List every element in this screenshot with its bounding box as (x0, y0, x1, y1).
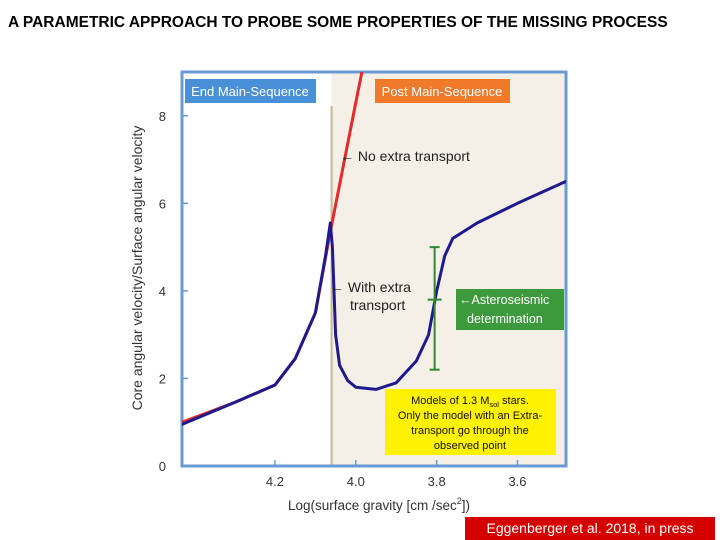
axis-ticks: 4.2 4.0 3.8 3.6 0 2 4 6 8 (159, 109, 527, 489)
x-tick-label: 4.0 (347, 474, 365, 489)
post-ms-label: Post Main-Sequence (382, 84, 503, 99)
with-extra-label-line1: ← With extra (330, 279, 411, 295)
y-tick-label: 4 (159, 284, 166, 299)
models-note-line1-text: Models of 1.3 M (411, 395, 489, 407)
models-note-line2: Only the model with an Extra- (398, 410, 543, 422)
x-tick-label: 4.2 (266, 474, 284, 489)
models-note-line4: observed point (434, 440, 506, 452)
post-ms-label-bg (375, 79, 510, 103)
y-tick-label: 0 (159, 459, 166, 474)
y-axis-title: Core angular velocity/Surface angular ve… (129, 126, 145, 411)
plot-frame (180, 70, 568, 468)
models-note-line1-sub: sol (489, 400, 499, 409)
asteroseismic-label-line2: determination (467, 312, 543, 326)
asteroseismic-label-line1: ←Asteroseismic (459, 293, 549, 307)
end-ms-label: End Main-Sequence (191, 84, 309, 99)
x-axis-title: Log(surface gravity [cm /sec2]) (288, 496, 470, 513)
x-axis-title-end: ]) (462, 498, 470, 513)
observed-point-group (427, 246, 442, 371)
citation-credit: Eggenberger et al. 2018, in press (465, 517, 715, 540)
x-axis-title-main: Log(surface gravity [cm /sec (288, 498, 457, 513)
no-extra-transport-label: ← No extra transport (340, 148, 470, 164)
with-extra-label-line2: transport (350, 297, 405, 313)
y-tick-label: 8 (159, 109, 166, 124)
models-note-bg (385, 389, 556, 455)
x-axis-title-sup: 2 (457, 496, 462, 506)
models-note-line1-end: stars. (499, 395, 529, 407)
series-line-with-extra-transport (182, 179, 566, 426)
y-tick-label: 2 (159, 371, 166, 386)
x-tick-label: 3.6 (508, 474, 526, 489)
models-note-line3: transport go through the (411, 425, 528, 437)
asteroseismic-label-bg (456, 289, 564, 330)
end-ms-label-bg (185, 79, 316, 103)
series-lines (182, 72, 566, 426)
models-note-line1: Models of 1.3 Msol stars. (411, 395, 529, 409)
x-tick-label: 3.8 (428, 474, 446, 489)
y-tick-label: 6 (159, 196, 166, 211)
slide-title: A PARAMETRIC APPROACH TO PROBE SOME PROP… (8, 14, 668, 31)
